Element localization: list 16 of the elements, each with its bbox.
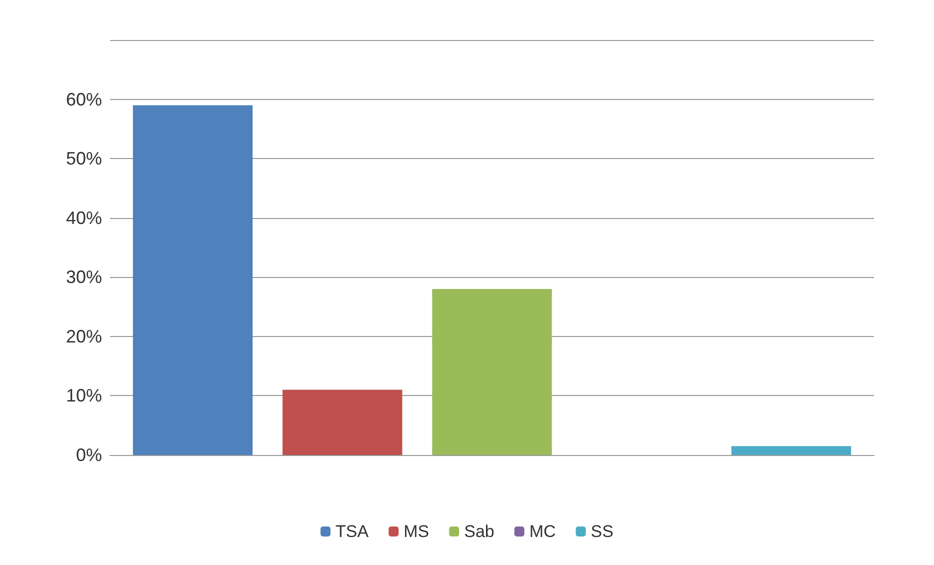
y-tick-label: 40% (66, 208, 102, 228)
legend-label: MC (529, 522, 556, 541)
y-tick-label: 10% (66, 386, 102, 406)
y-tick-label: 0% (76, 445, 102, 465)
legend-label: MS (404, 522, 430, 541)
legend-label: SS (590, 522, 614, 541)
y-tick-label: 50% (66, 148, 102, 169)
bar (731, 446, 852, 455)
bar (132, 105, 253, 455)
y-tick-label: 30% (66, 267, 102, 288)
y-tick-label: 60% (66, 89, 102, 110)
legend-label: TSA (336, 522, 370, 541)
y-tick-label: 20% (66, 326, 102, 346)
bar (282, 390, 402, 455)
legend-label: Sab (464, 522, 494, 541)
bar (432, 289, 552, 455)
